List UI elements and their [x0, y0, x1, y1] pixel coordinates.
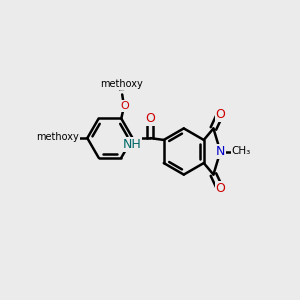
Text: O: O: [146, 112, 155, 125]
Text: O: O: [70, 132, 79, 142]
Text: N: N: [216, 145, 225, 158]
Text: O: O: [216, 108, 226, 121]
Text: methoxy: methoxy: [36, 132, 79, 142]
Text: NH: NH: [122, 138, 141, 151]
Text: O: O: [120, 101, 129, 111]
Text: methoxy: methoxy: [100, 79, 143, 89]
Text: O: O: [216, 182, 226, 195]
Text: methoxy: methoxy: [119, 90, 125, 91]
Text: CH₃: CH₃: [232, 146, 251, 157]
